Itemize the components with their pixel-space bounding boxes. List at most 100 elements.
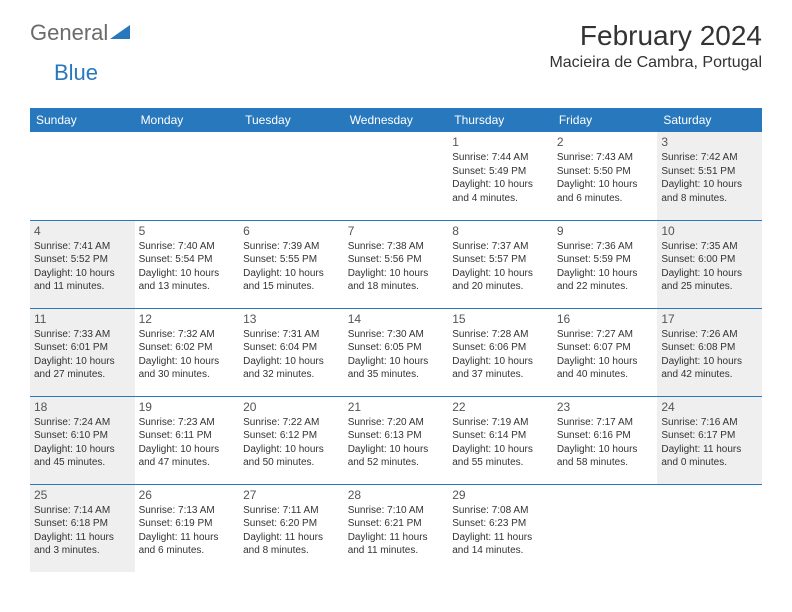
sunrise-text: Sunrise: 7:26 AM — [661, 328, 758, 342]
day-info: Sunrise: 7:27 AMSunset: 6:07 PMDaylight:… — [557, 328, 654, 382]
calendar-cell: 25 Sunrise: 7:14 AMSunset: 6:18 PMDayligh… — [30, 484, 135, 572]
day-info: Sunrise: 7:33 AMSunset: 6:01 PMDaylight:… — [34, 328, 131, 382]
sunset-text: Sunset: 5:49 PM — [452, 165, 549, 179]
day-number: 17 — [661, 312, 758, 326]
calendar-cell — [344, 132, 449, 220]
daylight-text: Daylight: 10 hours and 22 minutes. — [557, 267, 654, 294]
calendar-cell: 7Sunrise: 7:38 AMSunset: 5:56 PMDaylight… — [344, 220, 449, 308]
daylight-text: Daylight: 10 hours and 25 minutes. — [661, 267, 758, 294]
calendar-cell: 5Sunrise: 7:40 AMSunset: 5:54 PMDaylight… — [135, 220, 240, 308]
day-number: 1 — [452, 135, 549, 149]
calendar-cell: 29Sunrise: 7:08 AMSunset: 6:23 PMDayligh… — [448, 484, 553, 572]
day-number: 14 — [348, 312, 445, 326]
day-number: 27 — [243, 488, 340, 502]
day-number: 15 — [452, 312, 549, 326]
sunrise-text: Sunrise: 7:16 AM — [661, 416, 758, 430]
calendar-cell: 2Sunrise: 7:43 AMSunset: 5:50 PMDaylight… — [553, 132, 658, 220]
daylight-text: Daylight: 11 hours and 14 minutes. — [452, 531, 549, 558]
day-header: Thursday — [448, 108, 553, 132]
daylight-text: Daylight: 10 hours and 40 minutes. — [557, 355, 654, 382]
calendar-cell: 20Sunrise: 7:22 AMSunset: 6:12 PMDayligh… — [239, 396, 344, 484]
daylight-text: Daylight: 10 hours and 32 minutes. — [243, 355, 340, 382]
daylight-text: Daylight: 10 hours and 35 minutes. — [348, 355, 445, 382]
day-info: Sunrise: 7:08 AMSunset: 6:23 PMDaylight:… — [452, 504, 549, 558]
day-header: Friday — [553, 108, 658, 132]
day-info: Sunrise: 7:14 AMSunset: 6:18 PMDaylight:… — [34, 504, 131, 558]
day-number: 11 — [34, 312, 131, 326]
daylight-text: Daylight: 10 hours and 58 minutes. — [557, 443, 654, 470]
sunrise-text: Sunrise: 7:39 AM — [243, 240, 340, 254]
day-number: 25 — [34, 488, 131, 502]
calendar-week: 11 Sunrise: 7:33 AMSunset: 6:01 PMDayligh… — [30, 308, 762, 396]
day-info: Sunrise: 7:13 AMSunset: 6:19 PMDaylight:… — [139, 504, 236, 558]
calendar-cell: 19Sunrise: 7:23 AMSunset: 6:11 PMDayligh… — [135, 396, 240, 484]
calendar-head: SundayMondayTuesdayWednesdayThursdayFrid… — [30, 108, 762, 132]
sunset-text: Sunset: 6:19 PM — [139, 517, 236, 531]
day-number: 10 — [661, 224, 758, 238]
daylight-text: Daylight: 10 hours and 27 minutes. — [34, 355, 131, 382]
day-info: Sunrise: 7:30 AMSunset: 6:05 PMDaylight:… — [348, 328, 445, 382]
daylight-text: Daylight: 10 hours and 37 minutes. — [452, 355, 549, 382]
calendar-week: 25 Sunrise: 7:14 AMSunset: 6:18 PMDayligh… — [30, 484, 762, 572]
brand-triangle-icon — [110, 23, 130, 44]
sunset-text: Sunset: 5:50 PM — [557, 165, 654, 179]
day-info: Sunrise: 7:16 AMSunset: 6:17 PMDaylight:… — [661, 416, 758, 470]
day-number: 4 — [34, 224, 131, 238]
calendar-cell: 14 Sunrise: 7:30 AMSunset: 6:05 PMDayligh… — [344, 308, 449, 396]
sunrise-text: Sunrise: 7:41 AM — [34, 240, 131, 254]
day-number: 24 — [661, 400, 758, 414]
daylight-text: Daylight: 10 hours and 42 minutes. — [661, 355, 758, 382]
day-number: 26 — [139, 488, 236, 502]
sunset-text: Sunset: 5:55 PM — [243, 253, 340, 267]
daylight-text: Daylight: 10 hours and 15 minutes. — [243, 267, 340, 294]
daylight-text: Daylight: 10 hours and 30 minutes. — [139, 355, 236, 382]
daylight-text: Daylight: 10 hours and 4 minutes. — [452, 178, 549, 205]
sunset-text: Sunset: 6:20 PM — [243, 517, 340, 531]
sunrise-text: Sunrise: 7:43 AM — [557, 151, 654, 165]
day-info: Sunrise: 7:44 AMSunset: 5:49 PMDaylight:… — [452, 151, 549, 205]
sunset-text: Sunset: 6:04 PM — [243, 341, 340, 355]
calendar-cell: 18Sunrise: 7:24 AMSunset: 6:10 PMDayligh… — [30, 396, 135, 484]
calendar-cell: 9Sunrise: 7:36 AMSunset: 5:59 PMDaylight… — [553, 220, 658, 308]
day-header: Monday — [135, 108, 240, 132]
daylight-text: Daylight: 10 hours and 45 minutes. — [34, 443, 131, 470]
calendar-cell: 21Sunrise: 7:20 AMSunset: 6:13 PMDayligh… — [344, 396, 449, 484]
day-number: 7 — [348, 224, 445, 238]
sunrise-text: Sunrise: 7:36 AM — [557, 240, 654, 254]
day-number: 16 — [557, 312, 654, 326]
day-header: Wednesday — [344, 108, 449, 132]
calendar-cell: 6Sunrise: 7:39 AMSunset: 5:55 PMDaylight… — [239, 220, 344, 308]
day-info: Sunrise: 7:17 AMSunset: 6:16 PMDaylight:… — [557, 416, 654, 470]
day-number: 12 — [139, 312, 236, 326]
sunset-text: Sunset: 6:07 PM — [557, 341, 654, 355]
calendar-week: 1 Sunrise: 7:44 AMSunset: 5:49 PMDaylight… — [30, 132, 762, 220]
sunrise-text: Sunrise: 7:20 AM — [348, 416, 445, 430]
daylight-text: Daylight: 11 hours and 8 minutes. — [243, 531, 340, 558]
calendar-cell: 27 Sunrise: 7:11 AMSunset: 6:20 PMDayligh… — [239, 484, 344, 572]
day-number: 21 — [348, 400, 445, 414]
daylight-text: Daylight: 10 hours and 55 minutes. — [452, 443, 549, 470]
day-number: 28 — [348, 488, 445, 502]
sunrise-text: Sunrise: 7:19 AM — [452, 416, 549, 430]
calendar-cell: 15Sunrise: 7:28 AMSunset: 6:06 PMDayligh… — [448, 308, 553, 396]
daylight-text: Daylight: 10 hours and 11 minutes. — [34, 267, 131, 294]
day-info: Sunrise: 7:37 AMSunset: 5:57 PMDaylight:… — [452, 240, 549, 294]
sunset-text: Sunset: 6:08 PM — [661, 341, 758, 355]
day-number: 2 — [557, 135, 654, 149]
daylight-text: Daylight: 10 hours and 20 minutes. — [452, 267, 549, 294]
calendar-cell: 17 Sunrise: 7:26 AMSunset: 6:08 PMDayligh… — [657, 308, 762, 396]
sunrise-text: Sunrise: 7:11 AM — [243, 504, 340, 518]
sunrise-text: Sunrise: 7:17 AM — [557, 416, 654, 430]
daylight-text: Daylight: 11 hours and 0 minutes. — [661, 443, 758, 470]
sunrise-text: Sunrise: 7:23 AM — [139, 416, 236, 430]
day-info: Sunrise: 7:41 AMSunset: 5:52 PMDaylight:… — [34, 240, 131, 294]
day-info: Sunrise: 7:23 AMSunset: 6:11 PMDaylight:… — [139, 416, 236, 470]
daylight-text: Daylight: 10 hours and 52 minutes. — [348, 443, 445, 470]
sunset-text: Sunset: 6:02 PM — [139, 341, 236, 355]
day-info: Sunrise: 7:40 AMSunset: 5:54 PMDaylight:… — [139, 240, 236, 294]
day-info: Sunrise: 7:32 AMSunset: 6:02 PMDaylight:… — [139, 328, 236, 382]
sunset-text: Sunset: 6:06 PM — [452, 341, 549, 355]
day-info: Sunrise: 7:24 AMSunset: 6:10 PMDaylight:… — [34, 416, 131, 470]
sunrise-text: Sunrise: 7:37 AM — [452, 240, 549, 254]
brand-part2: Blue — [54, 60, 98, 85]
